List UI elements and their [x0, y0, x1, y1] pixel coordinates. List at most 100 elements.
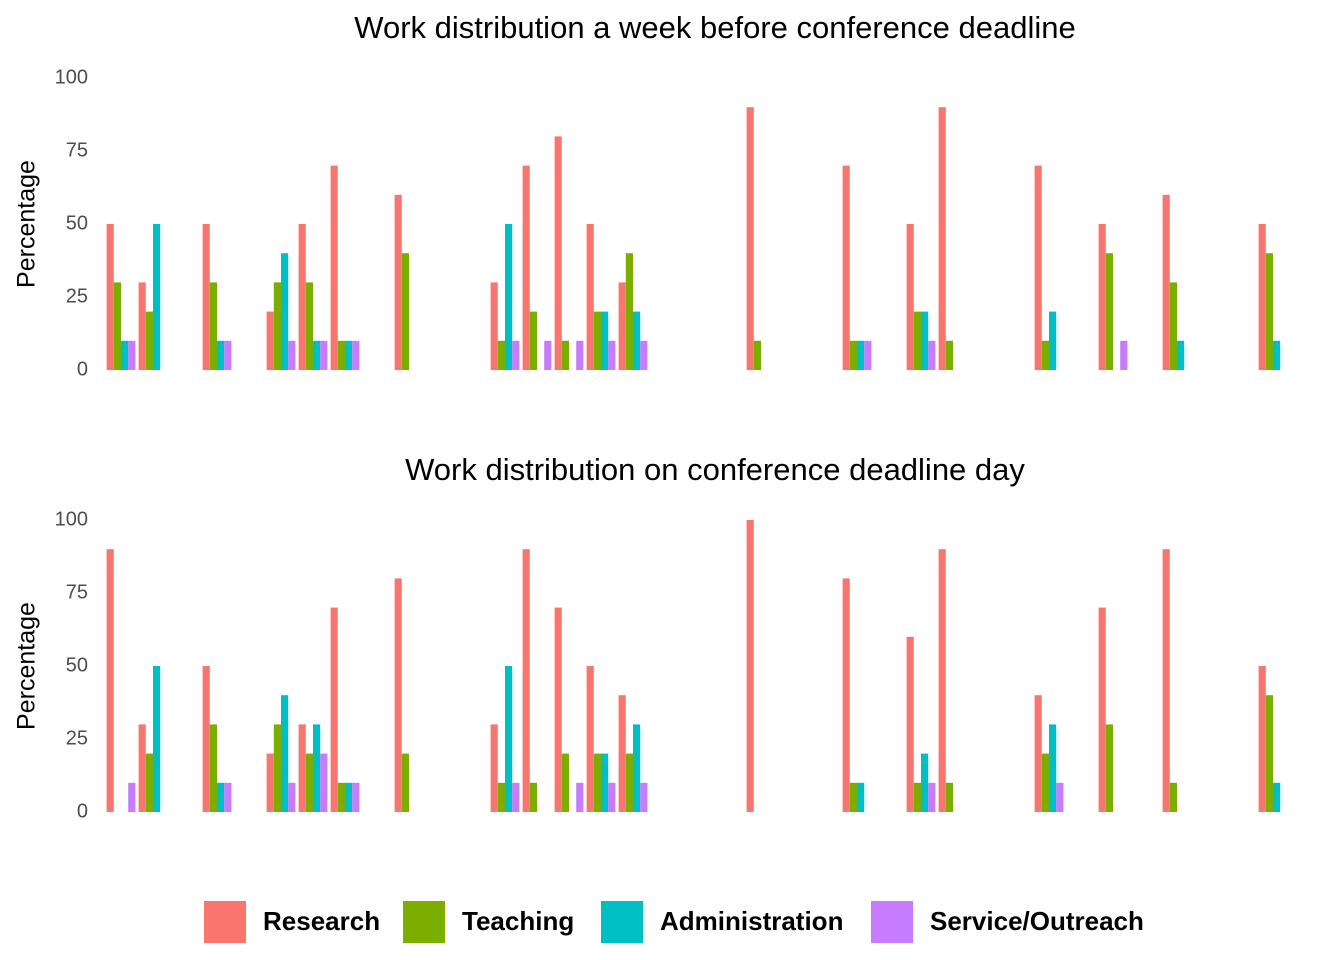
bar	[266, 311, 274, 370]
bar	[1258, 224, 1266, 370]
bar	[640, 782, 648, 812]
legend-swatch	[403, 901, 445, 943]
bar	[625, 253, 633, 370]
bar	[138, 282, 146, 370]
bar	[273, 282, 281, 370]
bar	[1098, 607, 1106, 812]
bar	[337, 340, 345, 370]
bar	[1105, 253, 1113, 370]
bar	[224, 340, 232, 370]
y-tick-label: 25	[66, 727, 88, 749]
y-axis-label: Percentage	[13, 602, 41, 730]
bar	[145, 753, 153, 812]
bar	[529, 311, 537, 370]
bar	[313, 724, 321, 812]
bar	[842, 165, 850, 370]
bar	[273, 724, 281, 812]
bar	[608, 340, 616, 370]
bar	[746, 107, 754, 370]
bar	[330, 607, 338, 812]
bar	[938, 549, 946, 812]
bar	[320, 753, 328, 812]
bar	[505, 224, 513, 370]
bar	[921, 311, 929, 370]
bar	[305, 753, 313, 812]
legend-swatch	[601, 901, 643, 943]
bar	[497, 340, 505, 370]
bar	[625, 753, 633, 812]
bar	[1162, 549, 1170, 812]
y-tick-label: 75	[66, 139, 88, 161]
bar	[352, 782, 360, 812]
bar	[209, 724, 217, 812]
bar	[401, 253, 409, 370]
legend-label: Teaching	[462, 906, 574, 936]
bar	[202, 224, 210, 370]
bar	[298, 224, 306, 370]
bar	[608, 782, 616, 812]
bar	[1265, 695, 1273, 812]
bar	[618, 695, 626, 812]
bar	[512, 340, 520, 370]
bar	[497, 782, 505, 812]
bar	[753, 340, 761, 370]
bar	[1034, 695, 1042, 812]
bar	[945, 782, 953, 812]
y-tick-label: 100	[55, 66, 88, 88]
bar	[320, 340, 328, 370]
bar	[1041, 340, 1049, 370]
bar	[913, 311, 921, 370]
bar	[128, 782, 136, 812]
bar	[209, 282, 217, 370]
bar	[586, 224, 594, 370]
y-tick-label: 0	[77, 800, 88, 822]
bar	[224, 782, 232, 812]
bar	[337, 782, 345, 812]
bar	[512, 782, 520, 812]
bar	[928, 340, 936, 370]
bar	[864, 340, 872, 370]
bar	[394, 578, 402, 812]
bar	[298, 724, 306, 812]
bar	[202, 666, 210, 812]
bar	[857, 340, 865, 370]
bar	[138, 724, 146, 812]
bar	[554, 136, 562, 370]
bar	[576, 782, 584, 812]
bar	[522, 165, 530, 370]
bar	[288, 340, 296, 370]
bar	[593, 311, 601, 370]
bar	[352, 340, 360, 370]
bar	[1049, 311, 1057, 370]
bar	[928, 782, 936, 812]
y-axis-label: Percentage	[13, 160, 41, 288]
bar	[153, 666, 161, 812]
bar	[554, 607, 562, 812]
legend-label: Research	[263, 906, 380, 936]
bar	[1169, 282, 1177, 370]
bar	[217, 340, 225, 370]
bar	[1120, 340, 1128, 370]
bar	[593, 753, 601, 812]
bar	[842, 578, 850, 812]
bar	[906, 224, 914, 370]
bar	[113, 282, 121, 370]
bar	[1258, 666, 1266, 812]
chart-title: Work distribution on conference deadline…	[405, 452, 1025, 487]
bar	[1273, 340, 1281, 370]
bar	[128, 340, 136, 370]
bar	[266, 753, 274, 812]
bar	[106, 224, 114, 370]
bar	[153, 224, 161, 370]
bar	[633, 311, 641, 370]
bar	[576, 340, 584, 370]
bar	[586, 666, 594, 812]
bar	[288, 782, 296, 812]
bar	[145, 311, 153, 370]
y-tick-label: 0	[77, 358, 88, 380]
legend-label: Service/Outreach	[930, 906, 1144, 936]
bar	[401, 753, 409, 812]
bar	[505, 666, 513, 812]
bar	[913, 782, 921, 812]
